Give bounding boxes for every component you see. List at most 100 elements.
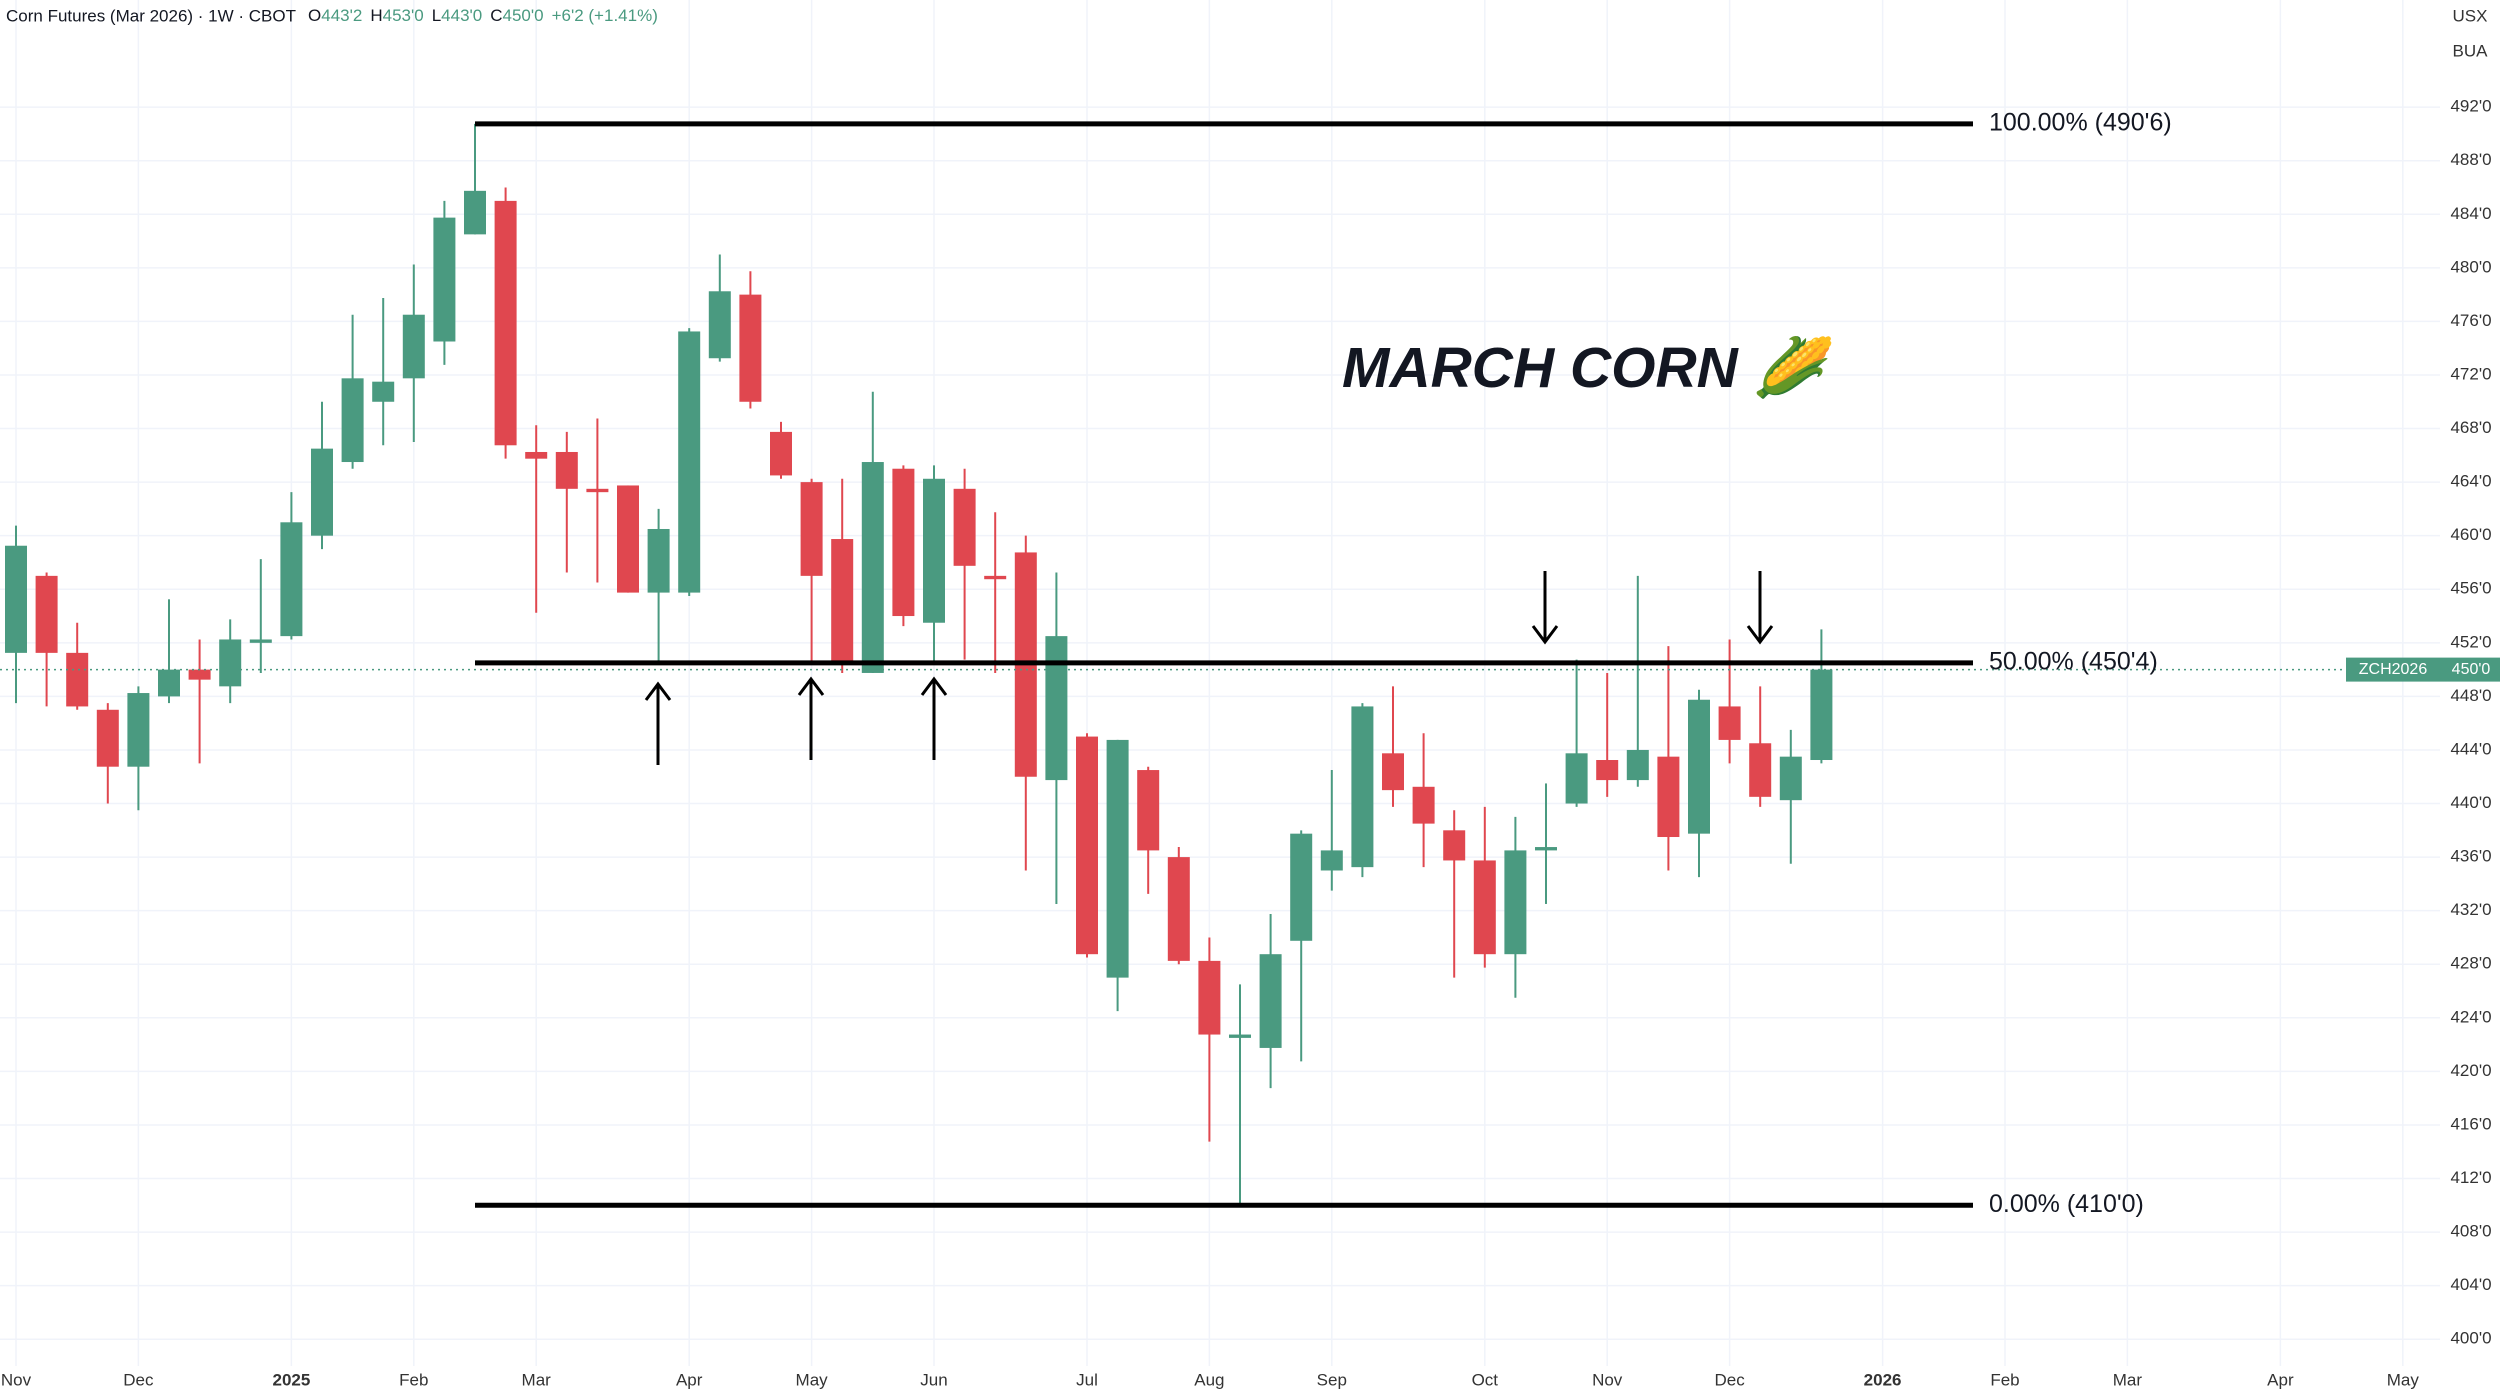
candle-body <box>800 482 823 576</box>
price-tag-bg <box>2440 657 2500 682</box>
candle-body <box>341 378 364 463</box>
candle-body <box>1504 850 1527 955</box>
candle-body <box>647 528 670 593</box>
candle-body <box>280 522 303 637</box>
legend-key: C <box>490 6 502 25</box>
x-tick-label: Mar <box>2113 1370 2143 1389</box>
candle-body <box>1076 736 1098 955</box>
y-tick-label: 404'0 <box>2450 1275 2491 1294</box>
candle-body <box>1657 756 1680 838</box>
arrows <box>644 571 1774 765</box>
candle-body <box>5 545 27 653</box>
candle-body <box>923 478 945 623</box>
y-tick-label: 428'0 <box>2450 954 2491 973</box>
candle-body <box>433 217 456 342</box>
legend-value: 453'0 <box>383 6 424 25</box>
x-tick-label: Aug <box>1194 1370 1224 1389</box>
candle-body <box>617 485 639 593</box>
candle-body <box>678 331 701 593</box>
candle-body <box>1259 954 1282 1048</box>
candle-body <box>372 381 395 402</box>
candle-body <box>1688 699 1710 834</box>
candle-body <box>1198 960 1221 1035</box>
y-tick-label: 440'0 <box>2450 793 2491 812</box>
legend-key: L <box>432 6 441 25</box>
candle-body <box>1351 706 1374 868</box>
candle-body <box>1137 770 1160 851</box>
candle-body <box>188 669 211 680</box>
candle-body <box>1473 860 1496 955</box>
x-tick-label: Dec <box>123 1370 154 1389</box>
candle-body <box>219 639 242 687</box>
candle-body <box>770 431 792 476</box>
candle-body <box>586 488 609 493</box>
legend-key: H <box>370 6 382 25</box>
x-tick-label: Mar <box>522 1370 552 1389</box>
unit: USX <box>2453 6 2488 25</box>
candle-body <box>35 575 58 653</box>
fib-label: 50.00% (450'4) <box>1989 648 2158 676</box>
candle-body <box>1626 749 1649 781</box>
y-tick-label: 456'0 <box>2450 579 2491 598</box>
candle-body <box>249 639 272 643</box>
y-tick-label: 420'0 <box>2450 1061 2491 1080</box>
candle-body <box>1290 833 1313 941</box>
legend-value: 443'2 <box>321 6 362 25</box>
x-tick-label: Jul <box>1076 1370 1098 1389</box>
candle-body <box>127 693 150 767</box>
x-tick-label: Oct <box>1472 1370 1499 1389</box>
up-arrow <box>797 676 825 760</box>
x-tick-label: Apr <box>2267 1370 2294 1389</box>
candle-body <box>953 488 976 566</box>
overlay: ZCH2026 450'0 100.00% (490'6) 50.00% (450'4… <box>0 108 2500 1218</box>
candle-body <box>1718 706 1741 740</box>
y-tick-label: 488'0 <box>2450 150 2491 169</box>
x-tick-label: Feb <box>399 1370 428 1389</box>
fib-label: 0.00% (410'0) <box>1989 1190 2144 1218</box>
candle-body <box>1596 760 1619 781</box>
candle-body <box>494 200 517 446</box>
y-tick-label: 416'0 <box>2450 1114 2491 1133</box>
y-tick-label: 464'0 <box>2450 472 2491 491</box>
price-tag-symbol: ZCH2026 <box>2359 661 2428 678</box>
y-tick-label: 484'0 <box>2450 204 2491 223</box>
y-tick-label: 472'0 <box>2450 364 2491 383</box>
x-tick-label: 2025 <box>272 1370 310 1389</box>
x-tick-label: May <box>2387 1370 2420 1389</box>
candle-body <box>1106 739 1129 978</box>
candle-body <box>984 575 1007 580</box>
candle-body <box>402 314 425 379</box>
candle-body <box>1565 753 1588 804</box>
candle-body <box>1810 669 1833 761</box>
y-tick-label: 436'0 <box>2450 847 2491 866</box>
candle-body <box>1382 753 1404 791</box>
candle-body <box>464 190 486 235</box>
x-tick-label: Dec <box>1714 1370 1745 1389</box>
y-tick-label: 468'0 <box>2450 418 2491 437</box>
candle-body <box>861 462 884 673</box>
y-tick-label: 408'0 <box>2450 1222 2491 1241</box>
down-arrow <box>1746 571 1774 645</box>
y-tick-label: 400'0 <box>2450 1329 2491 1348</box>
candle-body <box>66 652 89 707</box>
x-tick-label: Nov <box>1 1370 32 1389</box>
candle-body <box>1229 1034 1251 1038</box>
candle-body <box>739 294 762 402</box>
y-tick-label: 476'0 <box>2450 311 2491 330</box>
x-tick-label: May <box>796 1370 829 1389</box>
candle-body <box>831 539 854 663</box>
down-arrow <box>1531 571 1559 645</box>
price-tag: 450'0 <box>2452 661 2491 678</box>
y-tick-label: 432'0 <box>2450 900 2491 919</box>
up-arrow <box>920 676 948 760</box>
y-tick-label: 460'0 <box>2450 525 2491 544</box>
annotation: MARCH CORN 🌽 <box>1342 333 1836 400</box>
y-tick-label: 424'0 <box>2450 1007 2491 1026</box>
x-tick-label: Jun <box>920 1370 947 1389</box>
y-tick-label: 492'0 <box>2450 97 2491 116</box>
candle-body <box>708 291 731 359</box>
y-tick-label: 452'0 <box>2450 632 2491 651</box>
candle-body <box>892 468 915 617</box>
candle-body <box>555 451 578 489</box>
